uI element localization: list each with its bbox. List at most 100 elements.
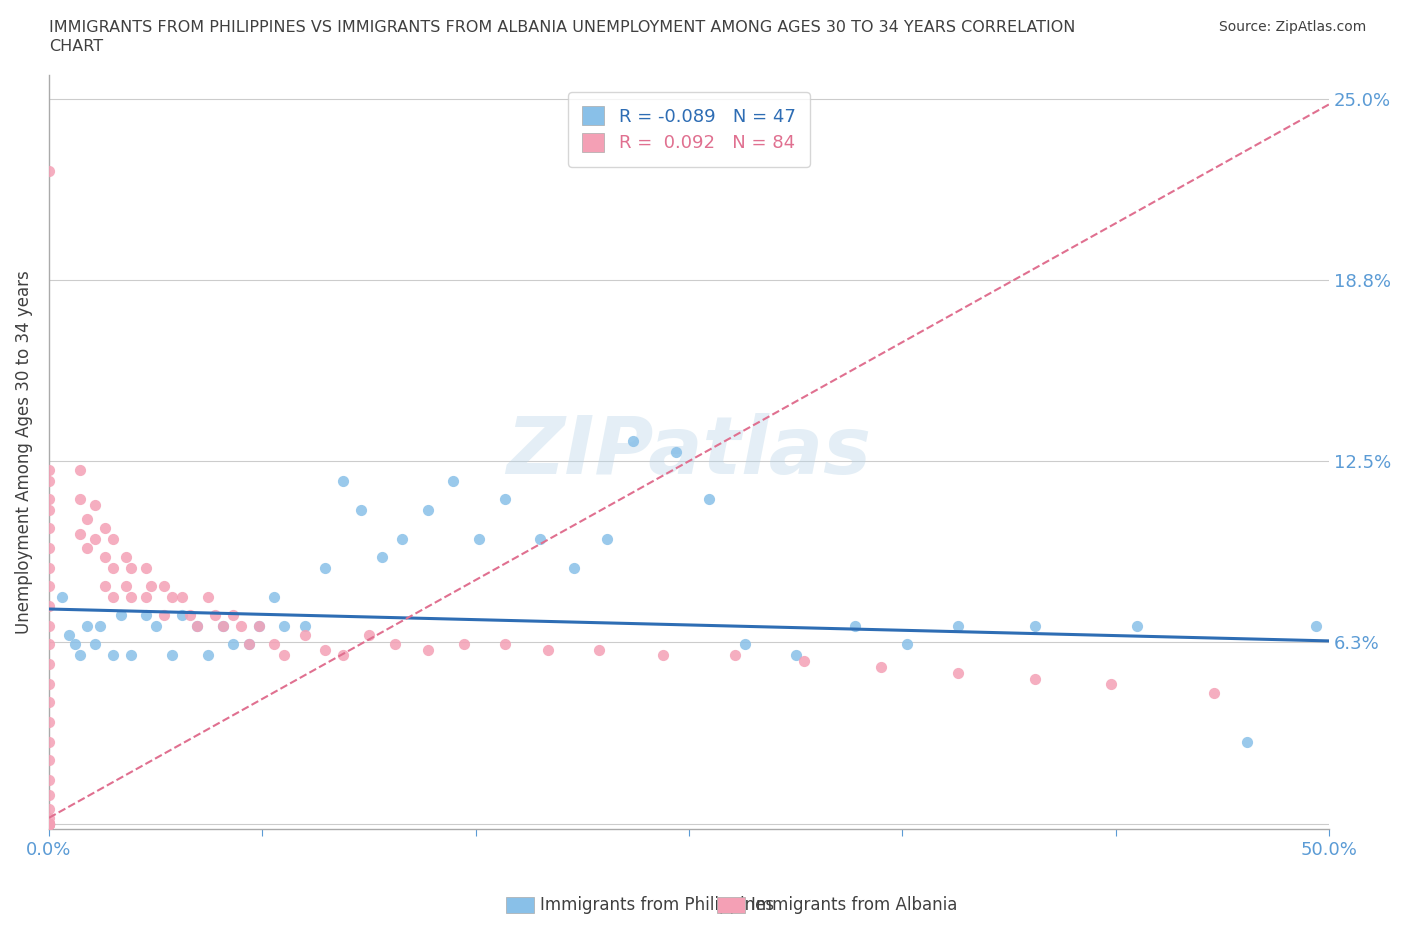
Point <box>38 817 60 831</box>
Point <box>1202 685 1225 700</box>
Point <box>84 498 107 512</box>
Point <box>724 648 747 663</box>
Point <box>114 550 136 565</box>
Point <box>212 619 235 634</box>
Point <box>844 619 866 634</box>
Point <box>273 648 295 663</box>
Point <box>699 491 721 506</box>
Point <box>197 648 219 663</box>
Text: Immigrants from Philippines: Immigrants from Philippines <box>540 896 775 914</box>
Point <box>89 619 111 634</box>
Point <box>596 532 619 547</box>
Point <box>153 578 176 593</box>
Point <box>38 462 60 477</box>
Point <box>101 532 124 547</box>
Point <box>69 491 91 506</box>
Point <box>212 619 235 634</box>
Point <box>38 578 60 593</box>
Point <box>38 735 60 750</box>
Point <box>896 636 918 651</box>
Point <box>120 561 142 576</box>
Point <box>273 619 295 634</box>
Point <box>153 607 176 622</box>
Point <box>38 817 60 831</box>
Point <box>588 643 610 658</box>
Point <box>101 648 124 663</box>
Point <box>785 648 807 663</box>
Point <box>371 550 394 565</box>
Point <box>38 714 60 729</box>
Point <box>204 607 226 622</box>
Point <box>135 607 157 622</box>
Point <box>38 802 60 817</box>
Point <box>38 491 60 506</box>
Text: IMMIGRANTS FROM PHILIPPINES VS IMMIGRANTS FROM ALBANIA UNEMPLOYMENT AMONG AGES 3: IMMIGRANTS FROM PHILIPPINES VS IMMIGRANT… <box>49 20 1076 35</box>
Point <box>197 590 219 604</box>
Point <box>160 648 183 663</box>
Point <box>179 607 201 622</box>
Text: Immigrants from Albania: Immigrants from Albania <box>751 896 957 914</box>
Point <box>38 787 60 802</box>
Point <box>1024 619 1046 634</box>
Point <box>69 462 91 477</box>
Y-axis label: Unemployment Among Ages 30 to 34 years: Unemployment Among Ages 30 to 34 years <box>15 271 32 634</box>
Point <box>38 503 60 518</box>
Point <box>38 817 60 831</box>
Point <box>229 619 252 634</box>
Point <box>537 643 560 658</box>
Point <box>263 636 285 651</box>
Point <box>38 561 60 576</box>
Point <box>652 648 675 663</box>
Text: ZIPatlas: ZIPatlas <box>506 414 872 491</box>
Text: CHART: CHART <box>49 39 103 54</box>
Point <box>172 590 194 604</box>
Point <box>1099 677 1122 692</box>
Point <box>793 654 815 669</box>
Point <box>946 619 969 634</box>
Point <box>38 636 60 651</box>
Point <box>120 648 142 663</box>
Point <box>314 561 336 576</box>
Point <box>1126 619 1149 634</box>
Point <box>135 561 157 576</box>
Point <box>294 619 316 634</box>
Point <box>38 817 60 831</box>
Point <box>1236 735 1258 750</box>
Point <box>38 521 60 536</box>
Point <box>160 590 183 604</box>
Point <box>94 550 117 565</box>
Point <box>101 561 124 576</box>
Point <box>101 590 124 604</box>
Point <box>84 636 107 651</box>
Point <box>186 619 208 634</box>
Point <box>1305 619 1327 634</box>
Point <box>110 607 132 622</box>
Point <box>332 648 354 663</box>
Point <box>263 590 285 604</box>
Point <box>38 817 60 831</box>
Point <box>38 677 60 692</box>
Point <box>38 773 60 788</box>
Point <box>238 636 260 651</box>
Point <box>222 607 245 622</box>
Point <box>441 474 464 489</box>
Point <box>76 512 98 526</box>
Point <box>94 521 117 536</box>
Point <box>69 526 91 541</box>
Point <box>76 540 98 555</box>
Point <box>222 636 245 651</box>
Point <box>665 445 688 459</box>
Point <box>357 628 380 643</box>
Point <box>38 817 60 831</box>
Point <box>946 665 969 680</box>
Point <box>38 599 60 614</box>
Point <box>494 491 516 506</box>
Point <box>63 636 86 651</box>
Point <box>38 540 60 555</box>
Point <box>734 636 756 651</box>
Point <box>38 474 60 489</box>
Point <box>416 503 439 518</box>
Point <box>384 636 406 651</box>
Point <box>51 590 73 604</box>
Point <box>529 532 551 547</box>
